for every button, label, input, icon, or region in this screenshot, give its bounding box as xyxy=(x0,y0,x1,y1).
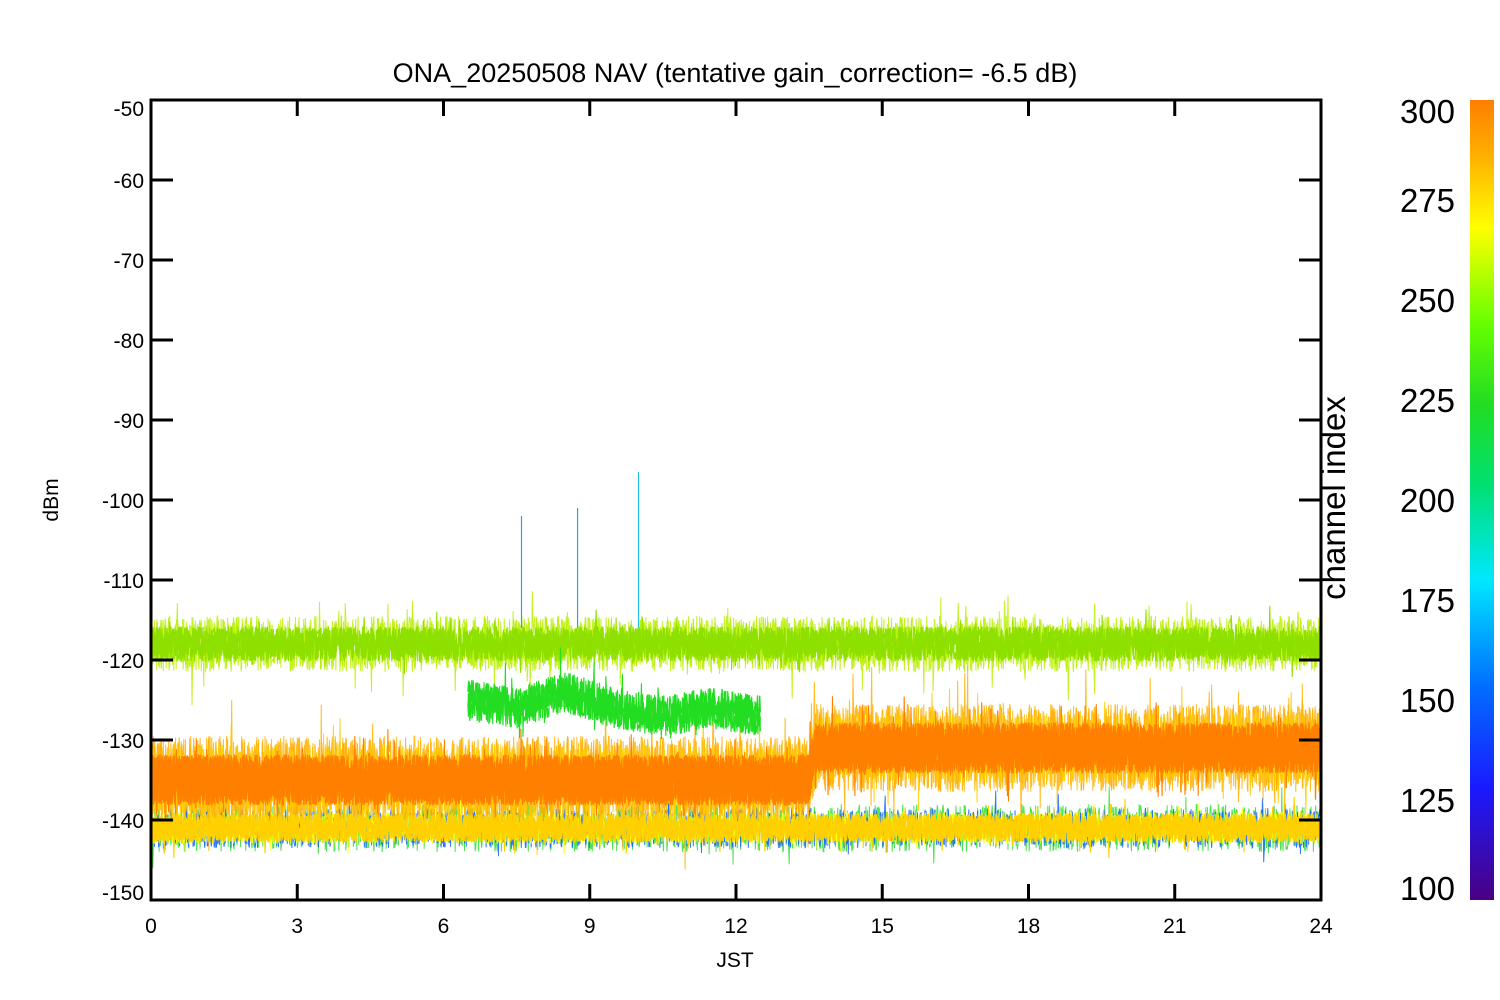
colorbar-tick-label: 200 xyxy=(1400,482,1455,519)
y-tick-label: -60 xyxy=(114,170,144,193)
y-tick-label: -150 xyxy=(102,882,144,905)
x-tick-label: 3 xyxy=(291,915,303,938)
data-layer xyxy=(151,472,1321,870)
colorbar-tick-label: 250 xyxy=(1400,282,1455,319)
colorbar-tick-label: 300 xyxy=(1400,93,1455,130)
y-tick-label: -80 xyxy=(114,330,144,353)
x-tick-label: 12 xyxy=(724,915,747,938)
series-line-3 xyxy=(151,797,1321,859)
series-line-0 xyxy=(151,609,1321,675)
x-tick-label: 15 xyxy=(871,915,894,938)
x-tick-label: 21 xyxy=(1163,915,1186,938)
x-tick-label: 9 xyxy=(584,915,596,938)
x-tick-label: 24 xyxy=(1309,915,1333,938)
colorbar-ticks: 300 275 250 225 200 175 150 125 100 xyxy=(1400,93,1455,907)
y-tick-label: -110 xyxy=(104,570,144,593)
colorbar xyxy=(1470,100,1494,900)
chart-title: ONA_20250508 NAV (tentative gain_correct… xyxy=(393,58,1078,88)
x-axis-label: JST xyxy=(716,949,754,972)
y-tick-label: -90 xyxy=(114,410,144,433)
y-tick-label: -70 xyxy=(114,250,144,273)
y-tick-label: -140 xyxy=(102,810,144,833)
y-axis-label: dBm xyxy=(40,478,63,521)
y-axis: -50 -60 -70 -80 -90 -100 -110 -120 -130 -140 -150 xyxy=(102,98,1321,905)
colorbar-label: channel index xyxy=(1315,396,1352,600)
colorbar-tick-label: 150 xyxy=(1400,682,1455,719)
colorbar-tick-label: 275 xyxy=(1400,182,1455,219)
series-line-2 xyxy=(151,702,1321,829)
x-tick-label: 18 xyxy=(1017,915,1040,938)
y-tick-label: -120 xyxy=(102,650,144,673)
y-tick-label: -50 xyxy=(114,98,144,121)
x-tick-label: 6 xyxy=(438,915,450,938)
x-axis: 0 3 6 9 12 15 18 21 24 xyxy=(145,100,1333,938)
colorbar-tick-label: 125 xyxy=(1400,782,1455,819)
y-tick-label: -130 xyxy=(102,730,144,753)
x-tick-label: 0 xyxy=(145,915,157,938)
series-line-0 xyxy=(151,614,1321,673)
y-tick-label: -100 xyxy=(102,490,144,513)
series-line-1 xyxy=(467,662,761,740)
colorbar-tick-label: 175 xyxy=(1400,582,1455,619)
colorbar-tick-label: 225 xyxy=(1400,382,1455,419)
colorbar-tick-label: 100 xyxy=(1400,870,1455,907)
